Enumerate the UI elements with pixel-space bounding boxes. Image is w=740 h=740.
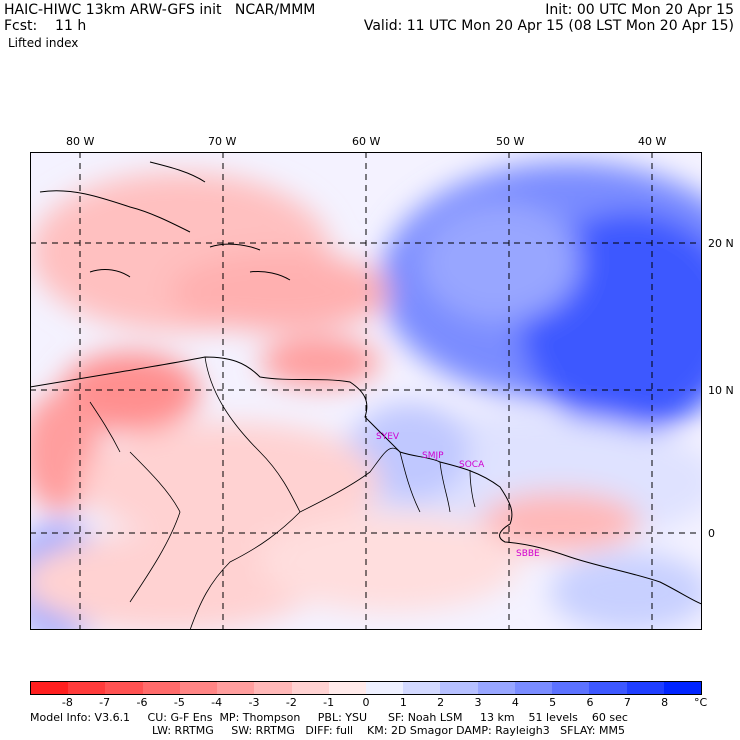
colorbar-tick-label: -2 (285, 696, 297, 709)
init-time: Init: 00 UTC Mon 20 Apr 15 (545, 2, 734, 18)
colorbar-tick-label: 2 (437, 696, 445, 709)
lon-label-40w: 40 W (638, 135, 667, 148)
colorbar-tick-label: -8 (61, 696, 73, 709)
map-frame (30, 152, 702, 630)
valid-time: Valid: 11 UTC Mon 20 Apr 15 (08 LST Mon … (363, 18, 734, 34)
colorbar-tick-label: -4 (211, 696, 223, 709)
colorbar-tick-label: 5 (549, 696, 557, 709)
colorbar-tick-label: 7 (623, 696, 631, 709)
colorbar-swatch (552, 682, 590, 694)
lat-lon-grid (30, 152, 702, 630)
forecast-hour: Fcst: 11 h (4, 18, 87, 34)
colorbar-swatch (31, 682, 69, 694)
colorbar-tick-label: -3 (248, 696, 260, 709)
colorbar-swatch (328, 682, 366, 694)
colorbar-swatch (403, 682, 441, 694)
colorbar (30, 681, 702, 695)
colorbar-tick-label: 3 (474, 696, 482, 709)
lat-label-10n: 10 N (708, 384, 734, 397)
lifted-index-map: SYEV SMJP SOCA SBBE (30, 152, 702, 630)
colorbar-tick-label: 1 (399, 696, 407, 709)
colorbar-swatch (477, 682, 515, 694)
colorbar-tick-label: -1 (323, 696, 335, 709)
lon-label-80w: 80 W (66, 135, 95, 148)
station-label-soca: SOCA (459, 460, 485, 470)
colorbar-swatch (142, 682, 180, 694)
lat-label-20n: 20 N (708, 237, 734, 250)
plot-title: HAIC-HIWC 13km ARW-GFS init NCAR/MMM (4, 2, 316, 18)
colorbar-swatch (179, 682, 218, 694)
colorbar-unit: °C (694, 696, 708, 709)
colorbar-tick-label: 6 (586, 696, 594, 709)
model-info-line1: Model Info: V3.6.1 CU: G-F Ens MP: Thomp… (30, 711, 628, 724)
colorbar-tick-label: 4 (511, 696, 519, 709)
colorbar-tick-label: -6 (136, 696, 148, 709)
colorbar-tick-label: 0 (362, 696, 370, 709)
colorbar-tick-label: -7 (99, 696, 111, 709)
station-label-sbbe: SBBE (516, 549, 540, 559)
colorbar-tick-label: -5 (173, 696, 185, 709)
colorbar-swatch (663, 682, 701, 694)
colorbar-swatch (68, 682, 106, 694)
country-borders (89, 356, 476, 630)
colorbar-swatch (589, 682, 627, 694)
colorbar-swatch (440, 682, 478, 694)
field-name: Lifted index (8, 36, 79, 50)
lon-label-50w: 50 W (496, 135, 525, 148)
lifted-index-field (30, 162, 702, 630)
colorbar-swatch (217, 682, 255, 694)
colorbar-swatch (514, 682, 553, 694)
colorbar-swatch (254, 682, 292, 694)
station-label-syev: SYEV (376, 432, 400, 442)
colorbar-swatch (105, 682, 143, 694)
lon-label-70w: 70 W (208, 135, 237, 148)
colorbar-tick-label: 8 (661, 696, 669, 709)
model-info-line2: LW: RRTMG SW: RRTMG DIFF: full KM: 2D Sm… (152, 724, 625, 737)
lon-label-60w: 60 W (352, 135, 381, 148)
lat-label-0: 0 (708, 527, 715, 540)
colorbar-swatch (626, 682, 664, 694)
station-label-smjp: SMJP (422, 451, 444, 461)
colorbar-swatch (291, 682, 329, 694)
colorbar-swatch (365, 682, 404, 694)
